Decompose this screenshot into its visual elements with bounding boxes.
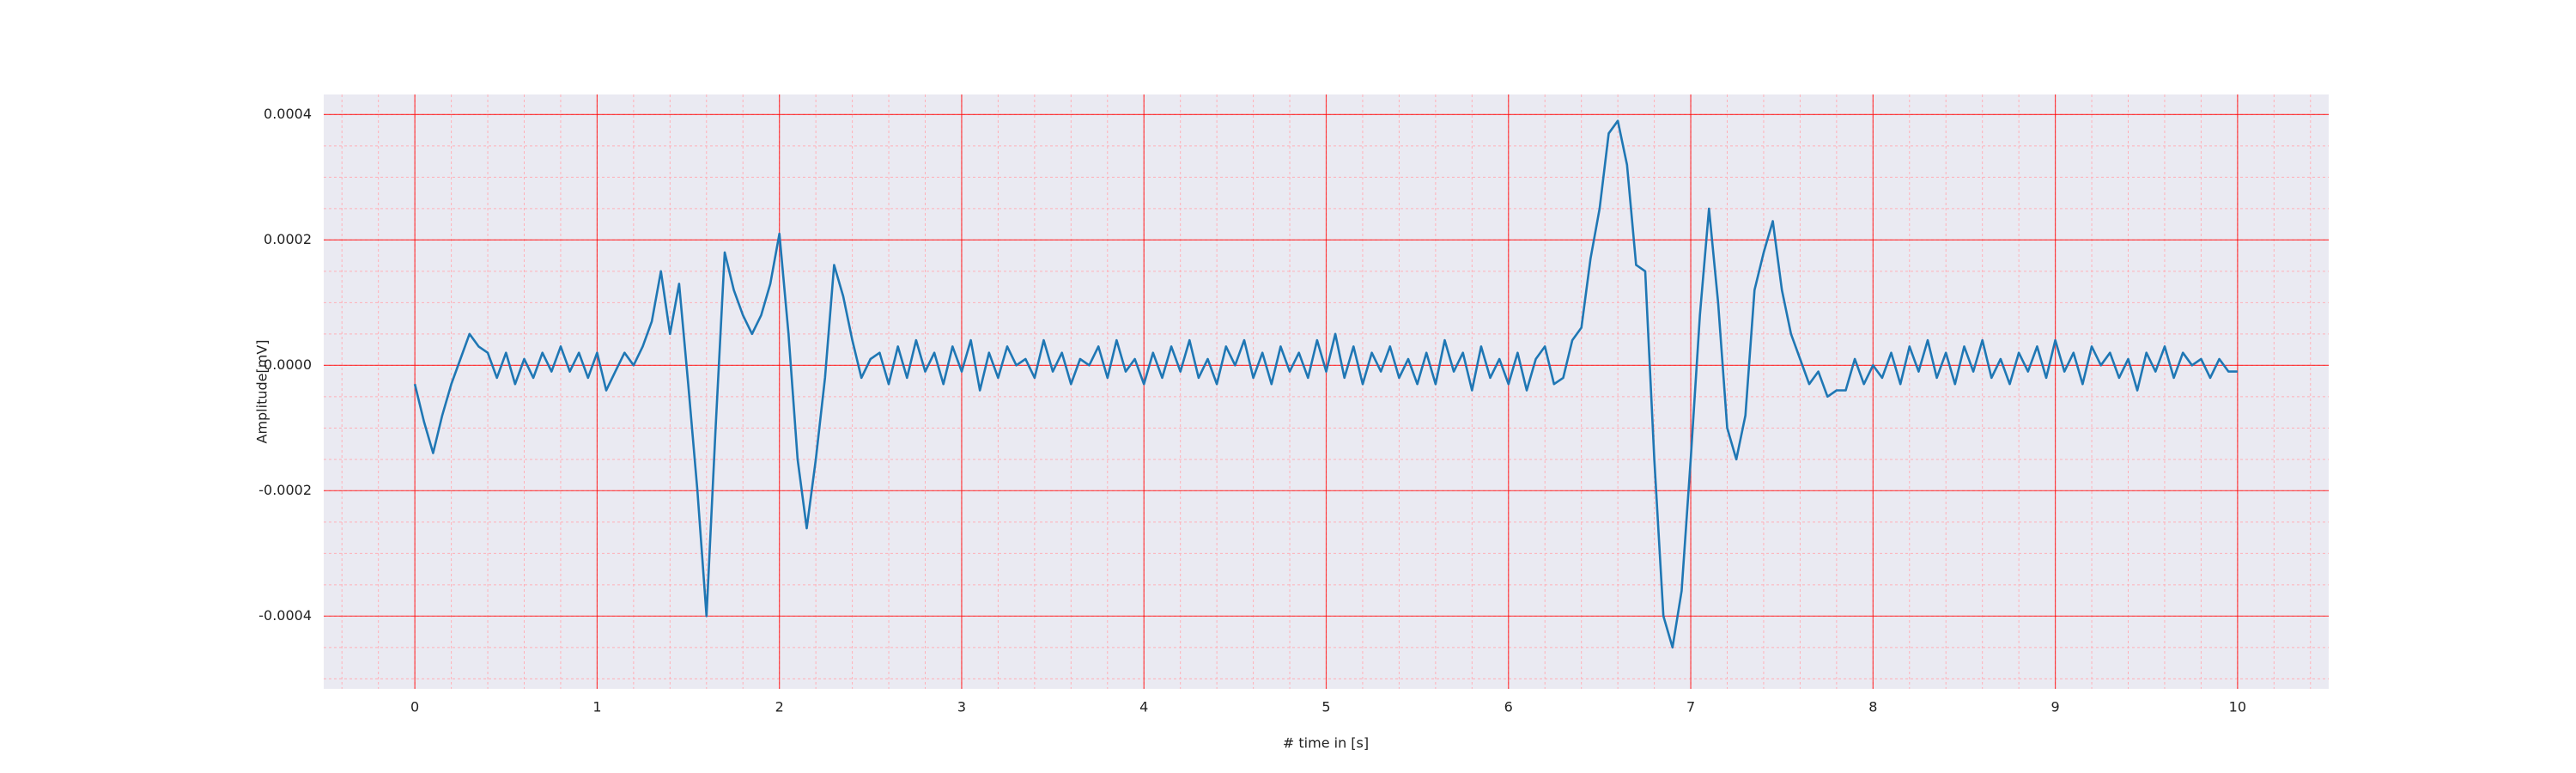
x-tick-label: 0 [410, 699, 419, 715]
x-tick-label: 3 [957, 699, 966, 715]
x-tick-label: 7 [1686, 699, 1695, 715]
x-tick-label: 6 [1504, 699, 1513, 715]
y-tick-label: 0.0000 [264, 356, 312, 373]
x-tick-label: 4 [1139, 699, 1148, 715]
x-tick-label: 5 [1321, 699, 1330, 715]
x-axis-label: # time in [s] [1283, 735, 1369, 752]
x-tick-label: 1 [592, 699, 601, 715]
y-axis-label: Amplitude[mV] [254, 339, 270, 443]
y-tick-label: 0.0004 [264, 106, 312, 122]
y-tick-label: 0.0002 [264, 231, 312, 247]
x-tick-label: 10 [2229, 699, 2246, 715]
y-tick-label: -0.0004 [258, 607, 312, 624]
x-tick-label: 8 [1868, 699, 1877, 715]
y-tick-label: -0.0002 [258, 482, 312, 498]
x-tick-label: 2 [775, 699, 784, 715]
x-tick-label: 9 [2050, 699, 2059, 715]
signal-line [413, 119, 2238, 649]
